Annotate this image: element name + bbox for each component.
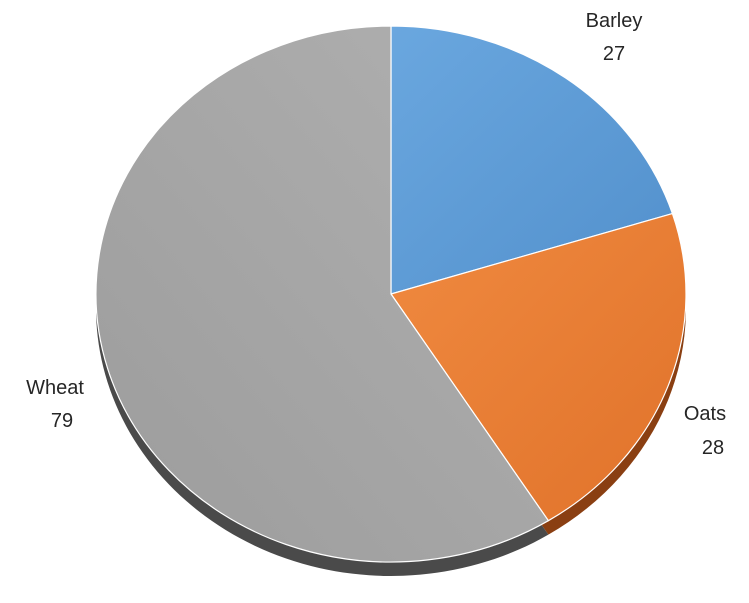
slice-label-oats-value: 28 <box>702 437 724 459</box>
slice-label-wheat-name: Wheat <box>26 377 84 399</box>
slice-label-oats-name: Oats <box>684 403 726 425</box>
slice-label-barley-name: Barley <box>586 10 643 32</box>
pie-slice-wheat[interactable] <box>95 25 549 563</box>
pie-slice-barley[interactable] <box>390 25 673 295</box>
pie-slice-oats[interactable] <box>390 212 687 522</box>
pie-slices <box>95 25 687 563</box>
slice-label-barley-value: 27 <box>603 43 625 65</box>
pie-labels: Barley 27 Oats 28 Wheat 79 <box>26 10 726 459</box>
slice-label-wheat-value: 79 <box>51 410 73 432</box>
